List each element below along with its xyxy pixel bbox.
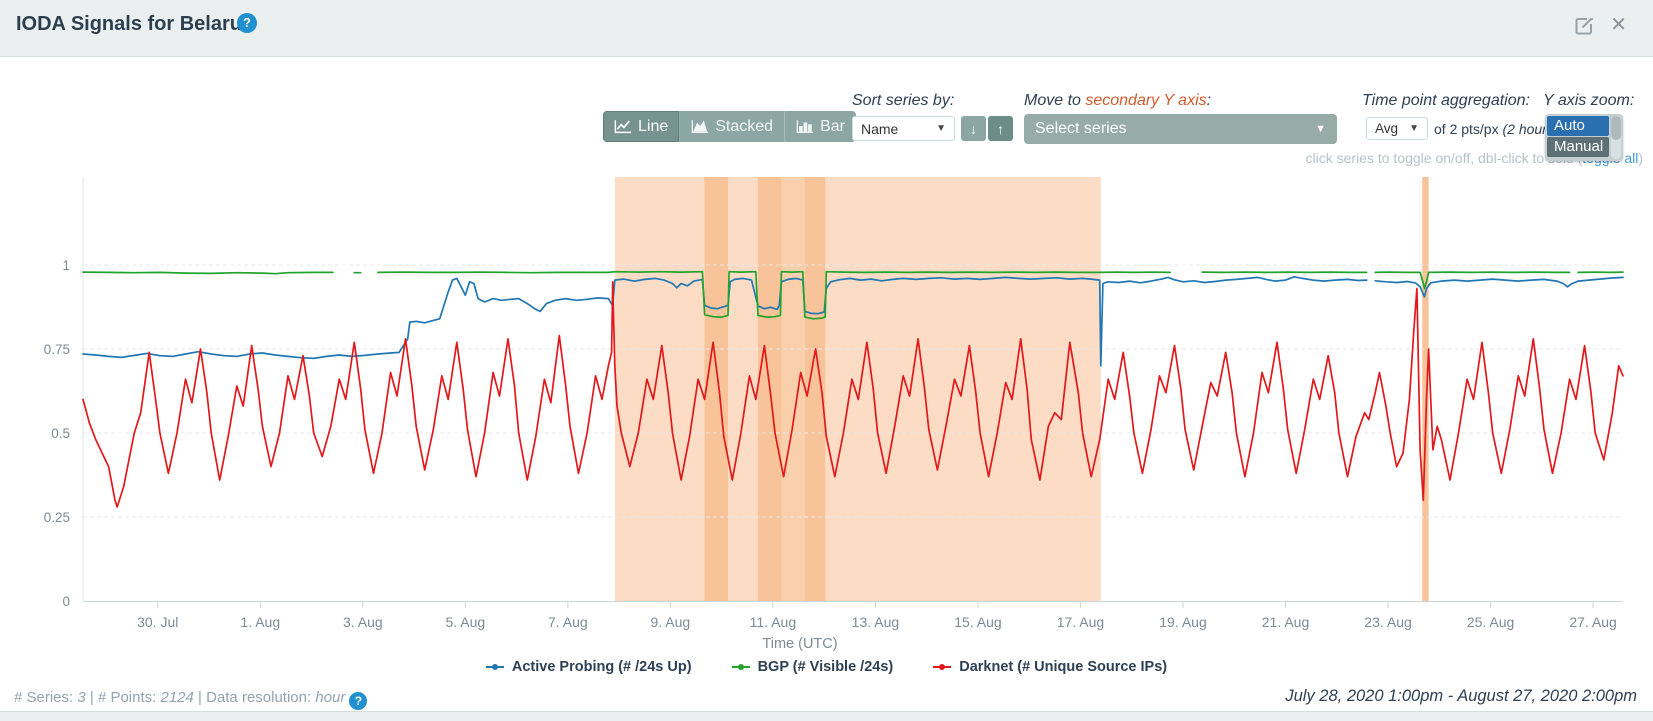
sort-series-label: Sort series by: — [852, 92, 955, 109]
legend-marker — [731, 664, 750, 670]
legend-label: Darknet (# Unique Source IPs) — [959, 659, 1168, 675]
chart-type-line-button[interactable]: Line — [603, 111, 681, 142]
series-count: 3 — [77, 689, 86, 706]
y-zoom-option-manual[interactable]: Manual — [1547, 137, 1609, 157]
x-axis-tick-label: 1. Aug — [240, 614, 280, 630]
date-range: July 28, 2020 1:00pm - August 27, 2020 2… — [1285, 687, 1637, 705]
title-help-icon[interactable]: ? — [237, 13, 257, 33]
page-title: IODA Signals for Belarus — [16, 13, 254, 35]
legend-item-bgp-visible-24s[interactable]: BGP (# Visible /24s) — [731, 659, 894, 675]
alert-band — [804, 177, 826, 601]
aggregation-label: Time point aggregation: — [1362, 92, 1530, 109]
y-zoom-option-auto[interactable]: Auto — [1547, 116, 1609, 136]
series-bgp-visible-24s[interactable] — [376, 270, 1172, 320]
alert-band — [704, 177, 729, 601]
x-axis-tick-label: 17. Aug — [1057, 614, 1105, 630]
y-axis-tick-label: 1 — [62, 258, 70, 273]
chart-type-bar-button[interactable]: Bar — [785, 111, 856, 142]
sort-ascending-button[interactable]: ↑ — [988, 116, 1013, 141]
panel-header: IODA Signals for Belarus ? ✕ — [0, 0, 1653, 57]
x-axis-tick-label: 7. Aug — [548, 614, 588, 630]
x-axis-tick-label: 19. Aug — [1159, 614, 1207, 630]
alert-band — [781, 177, 805, 601]
arrow-up-icon: ↑ — [997, 120, 1004, 137]
aggregation-select[interactable]: Avg ▼ — [1366, 117, 1428, 140]
chevron-down-icon: ▼ — [1315, 123, 1326, 135]
chart-type-stacked-button[interactable]: Stacked — [680, 111, 786, 142]
y-axis-tick-label: 0.75 — [44, 342, 70, 357]
arrow-down-icon: ↓ — [970, 120, 977, 137]
x-axis-tick-label: 23. Aug — [1364, 614, 1412, 630]
x-axis-tick-label: 5. Aug — [445, 614, 485, 630]
timeseries-chart[interactable]: 0 0.25 0.5 0.75 1 30. Jul 1. Aug 3. Aug 5. Aug 7.… — [0, 168, 1653, 658]
legend-label: BGP (# Visible /24s) — [757, 659, 894, 675]
series-darknet-unique-source-ips[interactable] — [82, 280, 1624, 508]
chart-stats: # Series: 3 | # Points: 2124 | Data reso… — [14, 689, 368, 710]
x-axis-tick-label: 9. Aug — [651, 614, 691, 630]
x-axis-tick-label: 25. Aug — [1467, 614, 1515, 630]
close-icon[interactable]: ✕ — [1610, 14, 1627, 36]
legend-item-active-probing-24s-up[interactable]: Active Probing (# /24s Up) — [485, 659, 692, 675]
legend-marker — [485, 664, 504, 670]
stacked-chart-icon — [691, 119, 709, 134]
x-axis-tick-label: 21. Aug — [1262, 614, 1310, 630]
y-axis-zoom-listbox: Auto Manual — [1545, 114, 1623, 161]
scrollbar-thumb[interactable] — [1611, 116, 1621, 140]
bar-chart-icon — [796, 119, 814, 134]
sort-descending-button[interactable]: ↓ — [961, 116, 986, 141]
x-axis-tick-label: 27. Aug — [1569, 614, 1617, 630]
secondary-axis-label: Move to secondary Y axis: — [1024, 92, 1212, 109]
x-axis-title: Time (UTC) — [762, 636, 837, 652]
data-resolution: hour — [315, 689, 346, 706]
stats-help-icon[interactable]: ? — [349, 692, 368, 710]
y-axis-zoom-label: Y axis zoom: — [1543, 92, 1635, 109]
aggregation-suffix: of 2 pts/px (2 hours) — [1434, 121, 1559, 137]
legend-item-darknet-unique-source-ips[interactable]: Darknet (# Unique Source IPs) — [933, 659, 1167, 675]
chevron-down-icon: ▼ — [1409, 123, 1419, 134]
y-axis-tick-label: 0.5 — [51, 426, 70, 441]
series-active-probing-24s-up[interactable] — [1374, 276, 1624, 298]
chart-type-group: Line Stacked Bar — [603, 111, 856, 142]
x-axis-tick-label: 11. Aug — [750, 614, 796, 630]
x-axis-tick-label: 30. Jul — [137, 614, 178, 630]
points-count: 2124 — [160, 689, 194, 706]
legend-label: Active Probing (# /24s Up) — [511, 659, 692, 675]
line-chart-icon — [614, 119, 632, 134]
y-axis-tick-label: 0.25 — [44, 510, 70, 525]
y-axis-tick-label: 0 — [62, 594, 70, 609]
chart-legend: Active Probing (# /24s Up) BGP (# Visible… — [0, 659, 1653, 675]
x-axis-tick-label: 3. Aug — [343, 614, 383, 630]
series-active-probing-24s-up[interactable] — [82, 275, 1368, 367]
x-axis-tick-label: 15. Aug — [954, 614, 1002, 630]
sort-select[interactable]: Name ▼ — [852, 116, 955, 141]
x-axis-tick-label: 13. Aug — [852, 614, 900, 630]
series-bgp-visible-24s[interactable] — [82, 271, 334, 275]
alert-band — [1422, 177, 1429, 601]
legend-marker — [933, 664, 952, 670]
chevron-down-icon: ▼ — [936, 123, 946, 134]
select-series-dropdown[interactable]: Select series ▼ — [1024, 114, 1337, 144]
panel-footer — [0, 711, 1653, 721]
series-bgp-visible-24s[interactable] — [1374, 271, 1571, 290]
scrollbar[interactable] — [1611, 116, 1621, 159]
edit-icon[interactable] — [1573, 15, 1595, 37]
